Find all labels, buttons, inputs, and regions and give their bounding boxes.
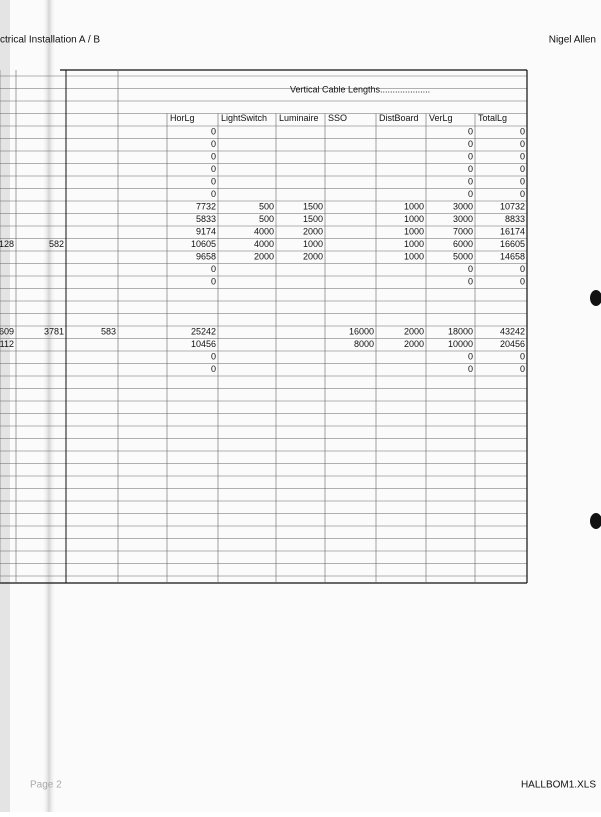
punch-hole: [590, 513, 601, 529]
cell-value: 0: [211, 139, 216, 149]
cell-value: 0: [520, 352, 525, 362]
cell-value: 0: [468, 152, 473, 162]
cell-value: 1000: [404, 202, 424, 212]
cell-value: 4000: [254, 227, 274, 237]
cell-value: 43242: [500, 327, 525, 337]
cell-value: 3000: [453, 214, 473, 224]
cell-value: 0: [520, 164, 525, 174]
cell-value: 8000: [354, 339, 374, 349]
cell-value: 0: [211, 177, 216, 187]
cell-value: 3781: [44, 327, 64, 337]
column-header: TotalLg: [478, 113, 507, 123]
column-header: VerLg: [429, 113, 453, 123]
column-header: Luminaire: [279, 113, 319, 123]
cell-value: 609: [0, 327, 14, 337]
edge-shadow: [0, 0, 10, 812]
cell-value: 18000: [448, 327, 473, 337]
cell-value: 3000: [453, 202, 473, 212]
cell-value: 0: [211, 352, 216, 362]
cell-value: 1500: [303, 202, 323, 212]
cell-value: 1000: [303, 239, 323, 249]
cell-value: 0: [468, 352, 473, 362]
cell-value: 0: [468, 139, 473, 149]
cell-value: 0: [468, 177, 473, 187]
cell-value: 16174: [500, 227, 525, 237]
cell-value: 20456: [500, 339, 525, 349]
cell-value: 7000: [453, 227, 473, 237]
cell-value: 10605: [191, 239, 216, 249]
cell-value: 0: [211, 152, 216, 162]
cell-value: 0: [468, 164, 473, 174]
cell-value: 5000: [453, 252, 473, 262]
cell-value: 0: [520, 264, 525, 274]
cell-value: 0: [211, 364, 216, 374]
cell-value: 0: [520, 189, 525, 199]
sheet-title: Vertical Cable Lengths..................…: [290, 84, 430, 94]
cell-value: 10456: [191, 339, 216, 349]
cell-value: 1000: [404, 227, 424, 237]
cell-value: 500: [259, 202, 274, 212]
punch-hole: [590, 290, 601, 306]
cell-value: 0: [520, 152, 525, 162]
column-header: DistBoard: [379, 113, 419, 123]
cell-value: 0: [211, 277, 216, 287]
cell-value: 112: [0, 339, 14, 349]
cell-value: 2000: [303, 227, 323, 237]
cell-value: 0: [211, 189, 216, 199]
cell-value: 6000: [453, 239, 473, 249]
sheet-grid: [0, 69, 528, 584]
sheet-cells: Vertical Cable Lengths..................…: [0, 84, 525, 374]
cell-value: 0: [468, 127, 473, 137]
cell-value: 1500: [303, 214, 323, 224]
cell-value: 500: [259, 214, 274, 224]
cell-value: 25242: [191, 327, 216, 337]
cell-value: 4000: [254, 239, 274, 249]
cell-value: 0: [468, 277, 473, 287]
header-right: Nigel Allen: [549, 35, 596, 46]
cell-value: 9174: [196, 227, 216, 237]
cell-value: 0: [520, 277, 525, 287]
cell-value: 0: [520, 364, 525, 374]
cell-value: 1000: [404, 239, 424, 249]
cell-value: 2000: [303, 252, 323, 262]
column-header: HorLg: [170, 113, 195, 123]
cell-value: 0: [520, 139, 525, 149]
cell-value: 0: [468, 189, 473, 199]
cell-value: 9658: [196, 252, 216, 262]
cell-value: 1000: [404, 252, 424, 262]
cell-value: 0: [211, 127, 216, 137]
cell-value: 0: [468, 364, 473, 374]
cell-value: 16605: [500, 239, 525, 249]
cell-value: 0: [520, 177, 525, 187]
cell-value: 0: [520, 127, 525, 137]
cell-value: 10000: [448, 339, 473, 349]
cell-value: 582: [49, 239, 64, 249]
cell-value: 2000: [404, 327, 424, 337]
cell-value: 583: [101, 327, 116, 337]
cell-value: 7732: [196, 202, 216, 212]
cell-value: 128: [0, 239, 14, 249]
footer-left: Page 2: [30, 780, 62, 791]
cell-value: 10732: [500, 202, 525, 212]
cell-value: 0: [211, 264, 216, 274]
footer-right: HALLBOM1.XLS: [521, 780, 596, 791]
cell-value: 14658: [500, 252, 525, 262]
column-header: SSO: [328, 113, 347, 123]
cell-value: 0: [468, 264, 473, 274]
cell-value: 8833: [505, 214, 525, 224]
cell-value: 0: [211, 164, 216, 174]
cell-value: 1000: [404, 214, 424, 224]
fold-shadow: [42, 0, 56, 812]
cell-value: 5833: [196, 214, 216, 224]
cell-value: 2000: [404, 339, 424, 349]
column-header: LightSwitch: [221, 113, 267, 123]
cell-value: 2000: [254, 252, 274, 262]
header-left: ctrical Installation A / B: [0, 35, 100, 46]
cell-value: 16000: [349, 327, 374, 337]
